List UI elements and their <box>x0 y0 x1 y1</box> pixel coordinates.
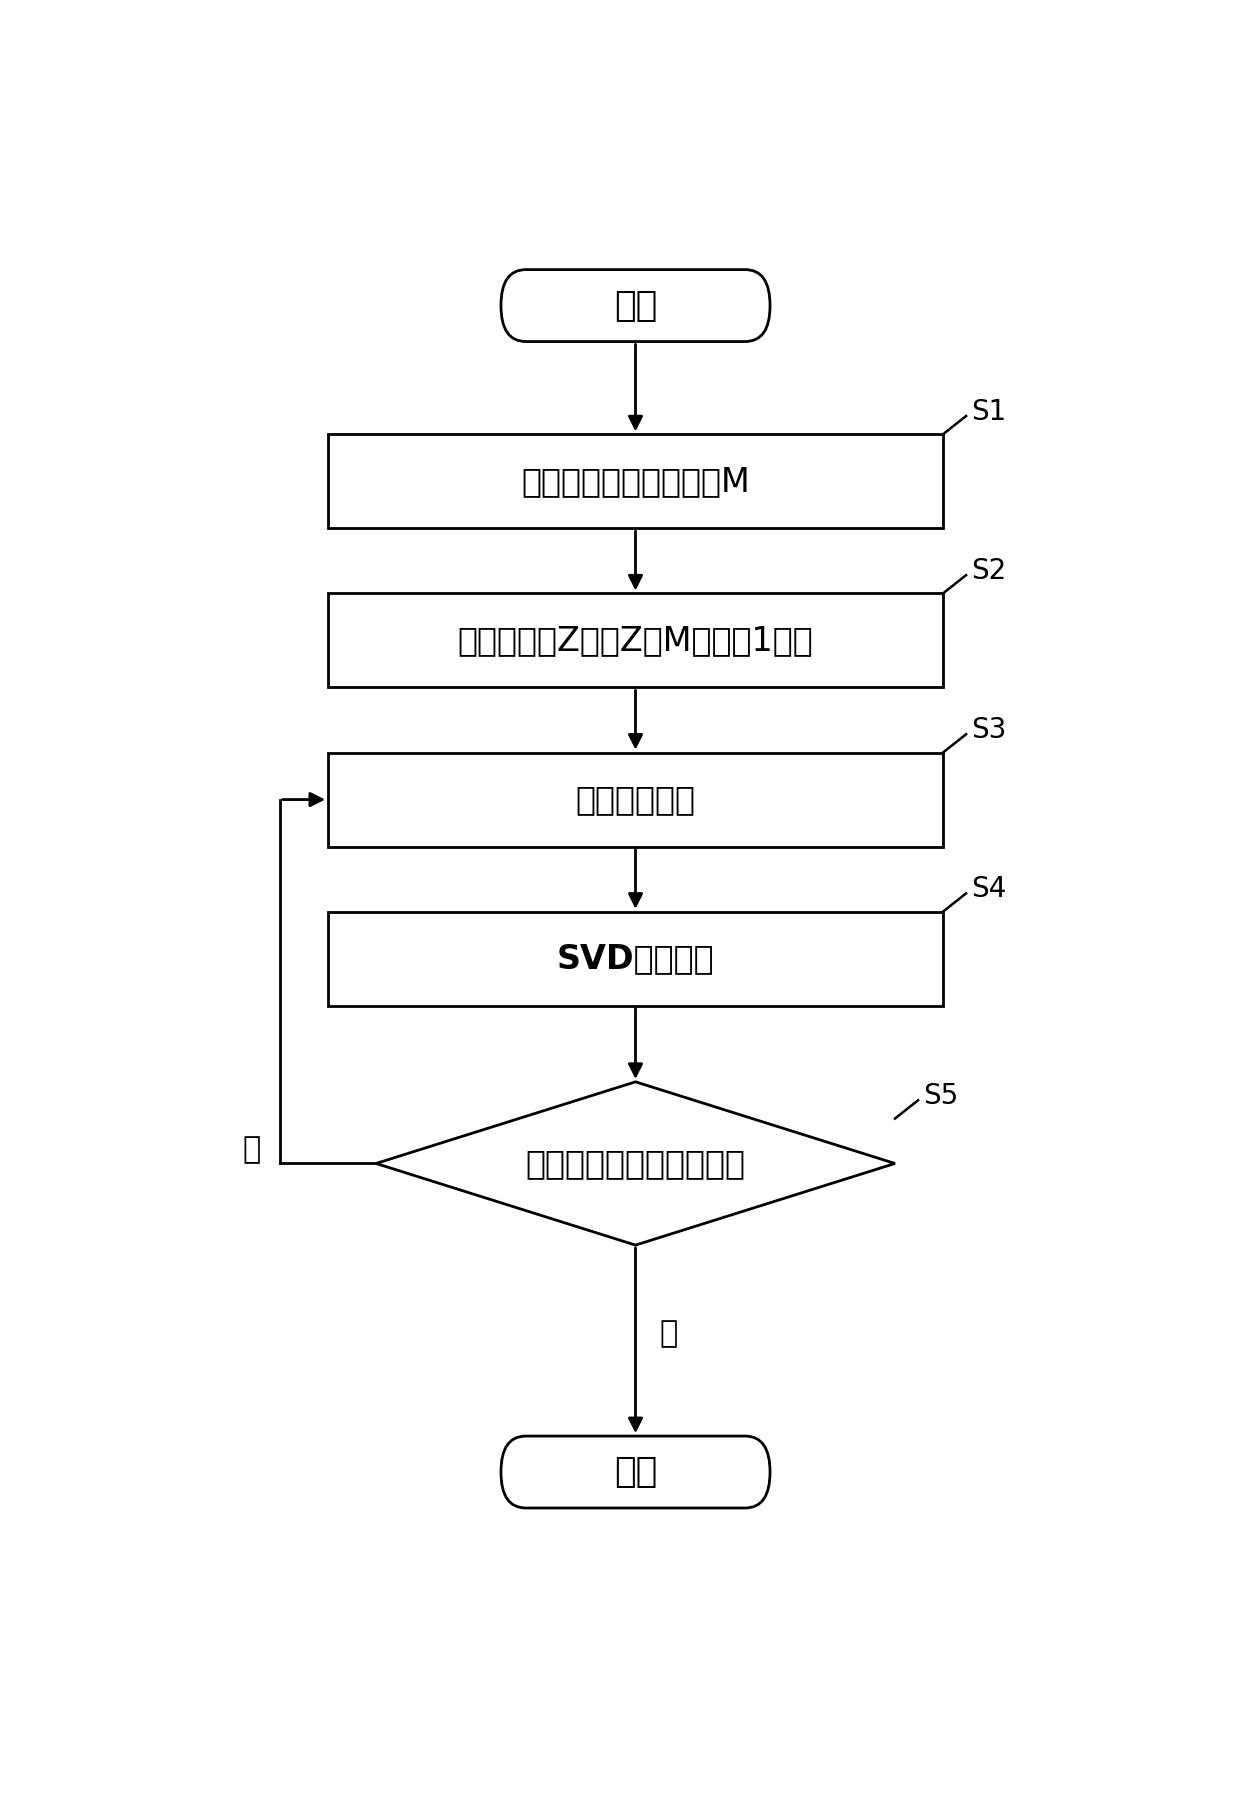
Text: S5: S5 <box>923 1082 959 1111</box>
Text: S2: S2 <box>971 557 1006 586</box>
Text: SVD分解操作: SVD分解操作 <box>557 942 714 976</box>
Text: S1: S1 <box>971 397 1006 426</box>
Text: S3: S3 <box>971 715 1007 744</box>
Bar <box>327 593 944 688</box>
Bar <box>327 753 944 846</box>
FancyBboxPatch shape <box>501 1436 770 1508</box>
Text: S4: S4 <box>971 875 1006 904</box>
Polygon shape <box>376 1082 895 1245</box>
Text: 梯度下降更新: 梯度下降更新 <box>575 783 696 816</box>
Text: 是否满足设定的收敛条件: 是否满足设定的收敛条件 <box>526 1146 745 1181</box>
Text: 是: 是 <box>660 1319 678 1348</box>
FancyBboxPatch shape <box>501 270 770 341</box>
Bar <box>327 435 944 528</box>
Text: 结束: 结束 <box>614 1456 657 1490</box>
Text: 初始化多标签学习矩阵M: 初始化多标签学习矩阵M <box>521 465 750 498</box>
Text: 开始: 开始 <box>614 289 657 323</box>
Text: 初始化矩阵Z使得Z与M的秩为1近似: 初始化矩阵Z使得Z与M的秩为1近似 <box>458 624 813 658</box>
Text: 否: 否 <box>243 1136 260 1164</box>
Bar <box>327 911 944 1006</box>
